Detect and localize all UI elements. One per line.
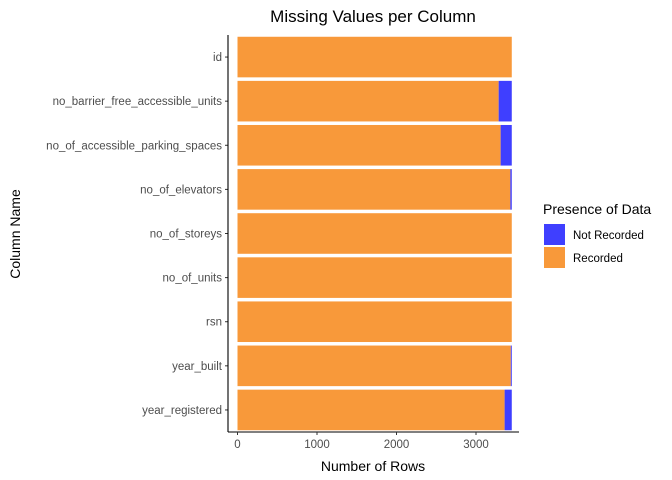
bar-recorded-year_built bbox=[237, 345, 511, 387]
bar-not-recorded-no_of_elevators bbox=[510, 169, 512, 210]
bar-recorded-no_barrier_free_accessible_units bbox=[237, 80, 499, 122]
y-tick-label: id bbox=[213, 52, 222, 64]
x-axis: 0 1000 2000 3000 bbox=[228, 431, 519, 451]
y-tick-label: no_of_elevators bbox=[140, 184, 222, 196]
bar-recorded-year_registered bbox=[237, 389, 505, 431]
bar-recorded-no_of_elevators bbox=[237, 169, 511, 210]
x-axis-title: Number of Rows bbox=[321, 458, 425, 474]
x-tick-label: 3000 bbox=[463, 439, 489, 451]
bar-not-recorded-year_registered bbox=[504, 389, 512, 431]
x-tick-label: 0 bbox=[234, 439, 240, 451]
y-tick-label: no_of_accessible_parking_spaces bbox=[46, 140, 222, 152]
legend: Presence of Data Not Recorded Recorded bbox=[543, 201, 651, 268]
bar-not-recorded-no_of_accessible_parking_spaces bbox=[500, 124, 512, 166]
bar-recorded-no_of_storeys bbox=[237, 213, 512, 254]
legend-label: Not Recorded bbox=[573, 230, 644, 242]
y-tick-label: year_registered bbox=[142, 405, 222, 417]
legend-title: Presence of Data bbox=[543, 201, 651, 217]
y-tick-label: rsn bbox=[206, 317, 222, 329]
legend-key-not-recorded bbox=[544, 224, 565, 245]
x-tick-label: 1000 bbox=[304, 439, 330, 451]
bar-not-recorded-year_built bbox=[510, 345, 512, 387]
legend-key-recorded bbox=[544, 247, 565, 268]
x-tick-label: 2000 bbox=[384, 439, 410, 451]
y-axis-title: Column Name bbox=[7, 189, 23, 279]
bar-recorded-id bbox=[237, 36, 512, 78]
bar-recorded-no_of_accessible_parking_spaces bbox=[237, 124, 501, 166]
legend-label: Recorded bbox=[573, 253, 623, 265]
bar-not-recorded-no_barrier_free_accessible_units bbox=[498, 80, 512, 122]
bars-group bbox=[237, 36, 512, 431]
chart-title: Missing Values per Column bbox=[270, 7, 476, 26]
bar-recorded-rsn bbox=[237, 301, 512, 343]
bar-recorded-no_of_units bbox=[237, 257, 512, 298]
y-tick-label: no_of_storeys bbox=[150, 229, 222, 241]
y-tick-label: year_built bbox=[172, 361, 223, 373]
y-axis: id no_barrier_free_accessible_units no_of_… bbox=[46, 35, 229, 432]
y-tick-label: no_of_units bbox=[163, 273, 223, 285]
y-tick-label: no_barrier_free_accessible_units bbox=[53, 96, 223, 108]
